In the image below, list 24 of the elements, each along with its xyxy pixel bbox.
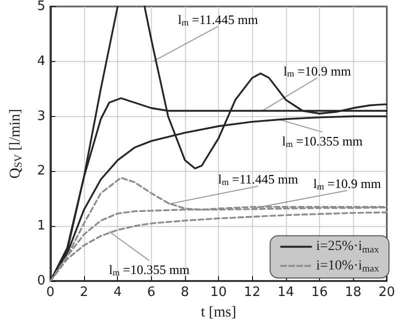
y-tick-label: 0	[37, 274, 46, 288]
y-axis-title: QSV [l/min]	[8, 108, 24, 179]
x-tick-label: 12	[244, 285, 260, 300]
annotation: lm =11.445 mm	[178, 12, 258, 28]
x-tick-label: 6	[147, 285, 156, 300]
annotation: lm =10.355 mm	[282, 134, 363, 149]
y-tick-label: 3	[37, 108, 46, 124]
y-tick-label: 4	[37, 54, 46, 69]
annotation: lm =10.9 mm	[284, 63, 352, 79]
x-axis-title: t [ms]	[200, 304, 236, 320]
annotation: lm =11.445 mm	[218, 172, 298, 188]
y-tick-label: 2	[37, 164, 46, 179]
y-tick-label: 1	[37, 218, 46, 234]
x-tick-label: 18	[344, 285, 362, 300]
x-tick-label: 2	[80, 285, 88, 300]
x-tick-label: 20	[378, 285, 395, 300]
x-tick-label: 14	[278, 285, 294, 300]
x-tick-label: 10	[210, 285, 227, 300]
x-tick-label: 4	[114, 285, 122, 300]
x-tick-label: 16	[311, 285, 328, 300]
annotation: lm =10.355 mm	[108, 262, 190, 278]
annotation: lm =10.9 mm	[313, 176, 381, 192]
y-tick-label: 5	[37, 0, 46, 14]
x-tick-label: 8	[180, 285, 190, 300]
